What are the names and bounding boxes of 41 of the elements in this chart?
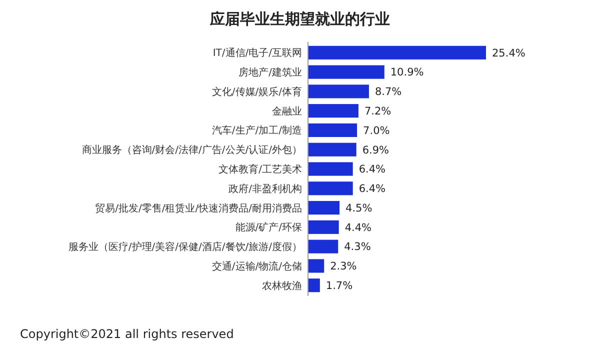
y-tick-label: 农林牧渔 xyxy=(262,280,302,292)
bar xyxy=(308,182,353,196)
y-tick-label: 贸易/批发/零售/租赁业/快速消费品/耐用消费品 xyxy=(95,202,302,214)
bar xyxy=(308,65,384,79)
y-tick-label: 房地产/建筑业 xyxy=(238,66,302,79)
bar xyxy=(308,142,356,156)
bar xyxy=(308,104,358,118)
data-label: 6.9% xyxy=(362,144,390,156)
data-label: 10.9% xyxy=(390,66,424,79)
y-tick-label: 交通/运输/物流/仓储 xyxy=(212,260,302,272)
chart-title: 应届毕业生期望就业的行业 xyxy=(209,10,390,28)
data-label: 6.4% xyxy=(358,183,386,196)
bar xyxy=(308,240,338,254)
y-tick-label: 商业服务（咨询/财会/法律/广告/公关/认证/外包） xyxy=(82,144,302,156)
data-label: 4.3% xyxy=(344,241,371,254)
text: Copyright©2021 all rights reserved xyxy=(20,327,234,341)
y-tick-label: 能源/矿产/环保 xyxy=(235,222,302,234)
data-label: 2.3% xyxy=(330,260,357,273)
data-label: 4.5% xyxy=(346,202,372,214)
y-tick-label: 服务业（医疗/护理/美容/保健/酒店/餐饮/旅游/度假） xyxy=(68,241,302,254)
bar xyxy=(308,220,339,234)
data-label: 1.7% xyxy=(326,280,353,292)
y-tick-label: 文化/传媒/娱乐/体育 xyxy=(212,86,302,98)
data-label: 8.7% xyxy=(374,86,402,98)
data-label: 7.0% xyxy=(363,124,390,137)
y-tick-label: IT/通信/电子/互联网 xyxy=(212,47,302,60)
y-tick-label: 金融业 xyxy=(272,105,302,118)
data-label: 4.4% xyxy=(344,222,372,234)
bar xyxy=(308,123,358,138)
data-label: 7.2% xyxy=(364,106,392,118)
y-tick-label: 文体教育/工艺美术 xyxy=(218,164,302,176)
bar xyxy=(308,200,340,215)
data-label: 6.4% xyxy=(358,164,386,176)
bar xyxy=(308,278,320,292)
bar xyxy=(308,162,353,176)
y-tick-label: 汽车/生产/加工/制造 xyxy=(212,124,302,137)
data-label: 25.4% xyxy=(492,47,526,60)
bar xyxy=(308,84,369,98)
y-tick-label: 政府/非盈利机构 xyxy=(228,182,302,195)
bar xyxy=(308,259,324,273)
bar xyxy=(308,46,486,60)
